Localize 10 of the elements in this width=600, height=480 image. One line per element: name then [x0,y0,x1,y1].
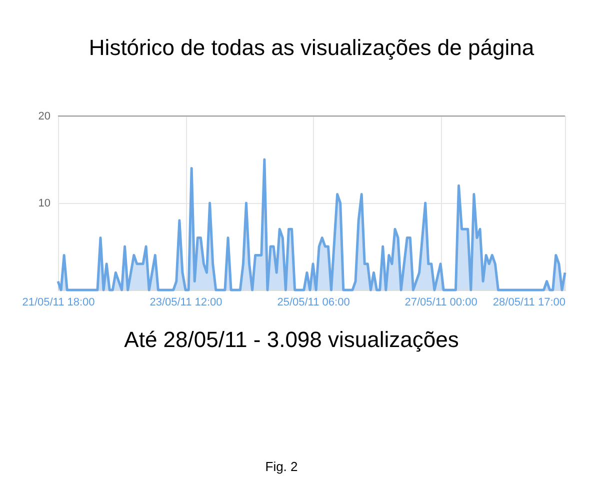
y-tick-label: 20 [38,110,50,122]
x-tick-label: 28/05/11 17:00 [492,296,566,308]
x-tick-label: 21/05/11 18:00 [22,296,95,308]
y-tick-label: 10 [38,198,50,210]
x-tick-label: 25/05/11 06:00 [277,296,350,308]
text: Até 28/05/11 - 3.098 visualizações [124,327,459,352]
chart-title: Histórico de todas as visualizações de página [88,35,535,60]
x-tick-label: 23/05/11 12:00 [150,296,222,308]
caption: Fig. 2 [265,459,298,474]
x-tick-label: 27/05/11 00:00 [404,296,478,308]
